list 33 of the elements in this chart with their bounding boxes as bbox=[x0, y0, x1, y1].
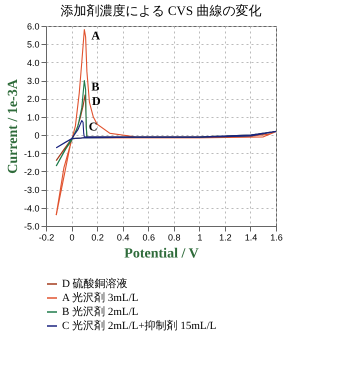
x-tick-label: -0.2 bbox=[38, 232, 54, 242]
legend-label: A 光沢剤 3mL/L bbox=[62, 291, 139, 304]
x-tick-label: 1.4 bbox=[244, 232, 258, 242]
y-tick-label: 1.0 bbox=[26, 112, 40, 122]
chart-title: 添加剤濃度による CVS 曲線の変化 bbox=[60, 3, 262, 18]
legend-label: B 光沢剤 2mL/L bbox=[62, 305, 139, 318]
annotation: D bbox=[92, 94, 101, 108]
y-tick-label: 0 bbox=[34, 130, 40, 141]
y-tick-label: 6.0 bbox=[26, 22, 40, 32]
x-tick-label: 1.2 bbox=[219, 232, 232, 242]
legend-label: D 硫酸銅溶液 bbox=[62, 277, 128, 290]
y-tick-label: -2.0 bbox=[24, 166, 40, 177]
x-tick-label: 1 bbox=[197, 232, 202, 242]
x-tick-label: 1.6 bbox=[270, 232, 283, 242]
y-tick-label: 2.0 bbox=[26, 94, 40, 104]
y-tick-label: 5.0 bbox=[26, 40, 40, 50]
y-tick-label: -5.0 bbox=[24, 222, 40, 232]
annotation: B bbox=[91, 80, 100, 94]
y-axis-title: Current / 1e-3A bbox=[6, 78, 21, 174]
x-tick-label: 0.4 bbox=[116, 232, 130, 242]
x-tick-label: 0.6 bbox=[142, 232, 155, 242]
y-tick-label: -1.0 bbox=[24, 148, 40, 159]
x-tick-label: 0 bbox=[70, 232, 75, 242]
y-tick-label: 4.0 bbox=[26, 58, 40, 68]
annotation: C bbox=[88, 120, 98, 134]
y-tick-label: -3.0 bbox=[24, 185, 40, 196]
x-tick-label: 0.2 bbox=[91, 232, 104, 242]
y-tick-label: 3.0 bbox=[26, 76, 40, 86]
annotation: A bbox=[91, 28, 100, 43]
x-axis-title: Potential / V bbox=[124, 246, 199, 262]
y-tick-label: -4.0 bbox=[24, 203, 40, 214]
x-tick-label: 0.8 bbox=[168, 232, 181, 242]
legend-label: C 光沢剤 2mL/L+抑制剤 15mL/L bbox=[62, 319, 217, 332]
